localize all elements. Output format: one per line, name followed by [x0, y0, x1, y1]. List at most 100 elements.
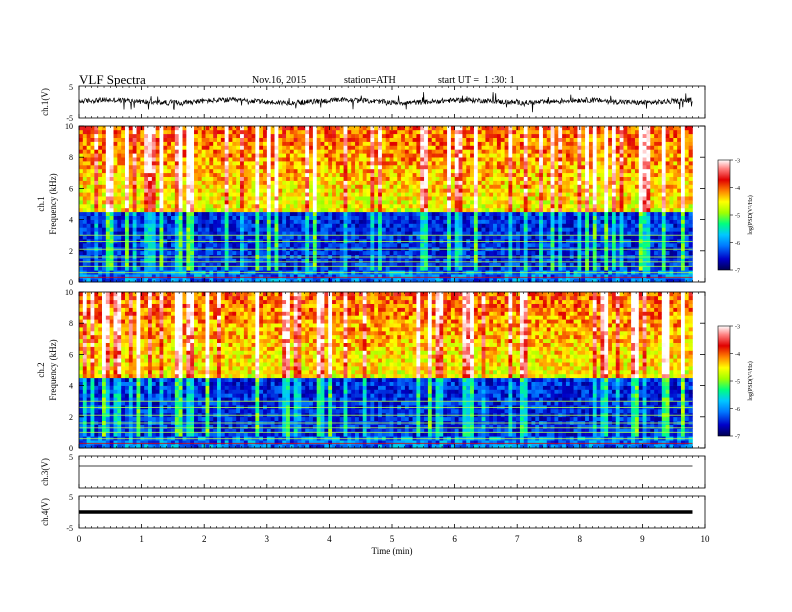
spectrogram-cell: [358, 211, 364, 216]
spectrogram-cell: [489, 215, 494, 220]
spectrogram-cell: [243, 141, 248, 146]
spectrogram-cell: [240, 137, 245, 142]
spectrogram-cell: [401, 192, 406, 197]
spectrogram-cell: [243, 258, 248, 263]
spectrogram-cell: [347, 153, 352, 158]
spectrogram-cell: [320, 243, 325, 248]
spectrogram-cell: [531, 165, 536, 170]
spectrogram-cell: [343, 188, 348, 193]
spectrogram-cell: [516, 235, 521, 240]
spectrogram-cell: [473, 196, 479, 201]
spectrogram-cell: [512, 250, 517, 255]
spectrogram-cell: [266, 184, 272, 189]
spectrogram-cell: [286, 219, 291, 224]
spectrogram-cell: [355, 231, 360, 236]
spectrogram-cell: [301, 188, 306, 193]
spectrogram-cell: [174, 235, 179, 240]
spectrogram-cell: [171, 168, 176, 174]
spectrogram-cell: [148, 231, 153, 236]
spectrogram-cell: [358, 200, 364, 205]
spectrogram-cell: [435, 204, 440, 209]
spectrogram-cell: [347, 258, 352, 263]
spectrogram-cell: [358, 188, 364, 193]
spectrogram-cell: [523, 274, 528, 279]
spectrogram-cell: [347, 231, 352, 236]
spectrogram-cell: [431, 219, 436, 224]
spectrogram-cell: [424, 250, 429, 255]
spectrogram-cell: [539, 219, 544, 224]
spectrogram-cell: [140, 129, 145, 135]
spectrogram-cell: [117, 145, 122, 150]
spectrogram-cell: [332, 196, 337, 201]
spectrogram-cell: [278, 184, 283, 189]
spectrogram-cell: [228, 235, 233, 240]
spectrogram-cell: [477, 219, 482, 224]
spectrogram-cell: [240, 149, 245, 154]
spectrogram-cell: [309, 126, 314, 131]
spectrogram-cell: [163, 278, 168, 283]
spectrogram-cell: [159, 126, 164, 131]
spectrogram-cell: [243, 196, 248, 201]
spectrogram-cell: [454, 180, 459, 185]
spectrogram-cell: [378, 192, 383, 197]
spectrogram-cell: [385, 227, 390, 232]
spectrogram-cell: [136, 188, 141, 193]
spectrogram-cell: [255, 161, 260, 166]
spectrogram-cell: [167, 200, 172, 205]
spectrogram-cell: [266, 231, 272, 236]
spectrogram-cell: [113, 141, 118, 146]
spectrogram-cell: [389, 231, 394, 236]
spectrogram-cell: [320, 215, 325, 220]
spectrogram-cell: [500, 278, 505, 283]
spectrogram-cell: [171, 215, 176, 220]
spectrogram-cell: [443, 211, 448, 216]
spectrogram-cell: [424, 176, 429, 181]
spectrogram-cell: [550, 129, 555, 135]
spectrogram-cell: [351, 250, 356, 255]
spectrogram-cell: [274, 250, 279, 255]
spectrogram-cell: [343, 137, 348, 142]
spectrogram-cell: [163, 262, 168, 267]
spectrogram-cell: [404, 188, 410, 193]
spectrogram-cell: [251, 141, 256, 146]
spectrogram-cell: [539, 188, 544, 193]
spectrogram-cell: [263, 211, 268, 216]
spectrogram-cell: [320, 133, 325, 138]
spectrogram-cell: [462, 219, 467, 224]
spectrogram-cell: [320, 165, 325, 170]
spectrogram-cell: [355, 176, 360, 181]
spectrogram-cell: [420, 145, 425, 150]
spectrogram-cell: [397, 153, 402, 158]
spectrogram-cell: [355, 235, 360, 240]
spectrogram-cell: [232, 129, 237, 135]
spectrogram-cell: [105, 188, 110, 193]
spectrogram-cell: [144, 141, 149, 146]
spectrogram-cell: [378, 231, 383, 236]
spectrogram-cell: [197, 153, 202, 158]
spectrogram-cell: [251, 176, 256, 181]
spectrogram-cell: [240, 188, 245, 193]
spectrogram-cell: [105, 145, 110, 150]
spectrogram-cell: [305, 227, 310, 232]
spectrogram-cell: [535, 129, 540, 135]
spectrogram-cell: [477, 184, 482, 189]
spectrogram-cell: [263, 227, 268, 232]
spectrogram-cell: [393, 200, 398, 205]
spectrogram-cell: [447, 157, 452, 162]
spectrogram-cell: [351, 207, 356, 213]
spectrogram-cell: [213, 258, 218, 263]
spectrogram-cell: [343, 192, 348, 197]
spectrogram-cell: [144, 180, 149, 185]
spectrogram-cell: [121, 215, 126, 220]
spectrogram-cell: [542, 258, 548, 263]
spectrogram-cell: [178, 168, 183, 174]
spectrogram-cell: [136, 227, 141, 232]
spectrogram-cell: [527, 168, 532, 174]
spectrogram-cell: [105, 149, 110, 154]
spectrogram-cell: [389, 192, 394, 197]
spectrogram-cell: [121, 262, 126, 267]
spectrogram-cell: [190, 153, 195, 158]
spectrogram-cell: [389, 266, 394, 271]
spectrogram-cell: [416, 141, 421, 146]
spectrogram-cell: [171, 204, 176, 209]
